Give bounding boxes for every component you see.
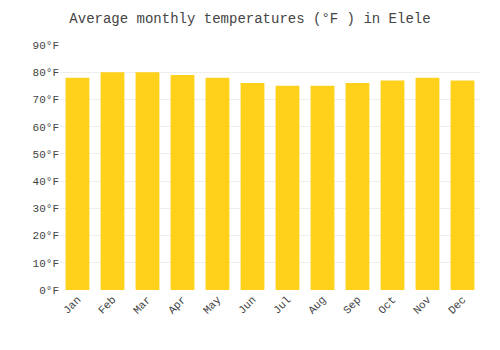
svg-text:Apr: Apr [166, 294, 188, 316]
svg-text:Aug: Aug [306, 294, 328, 316]
svg-text:50°F: 50°F [33, 149, 59, 161]
svg-text:Oct: Oct [376, 294, 398, 316]
svg-text:Jun: Jun [236, 294, 258, 316]
svg-text:0°F: 0°F [39, 285, 59, 297]
svg-text:Jan: Jan [61, 294, 83, 316]
svg-text:60°F: 60°F [33, 122, 59, 134]
svg-text:20°F: 20°F [33, 230, 59, 242]
svg-text:40°F: 40°F [33, 176, 59, 188]
svg-text:90°F: 90°F [33, 40, 59, 52]
svg-text:70°F: 70°F [33, 94, 59, 106]
svg-text:10°F: 10°F [33, 258, 59, 270]
svg-text:Jul: Jul [271, 294, 293, 316]
svg-text:Average monthly temperatures (: Average monthly temperatures (°F ) in El… [69, 11, 430, 27]
svg-text:Nov: Nov [411, 294, 434, 317]
svg-text:Sep: Sep [341, 294, 363, 316]
svg-text:Mar: Mar [131, 294, 153, 316]
svg-text:May: May [201, 294, 224, 317]
svg-text:Feb: Feb [96, 294, 118, 316]
svg-text:30°F: 30°F [33, 203, 59, 215]
svg-text:Dec: Dec [446, 294, 468, 316]
svg-text:80°F: 80°F [33, 67, 59, 79]
